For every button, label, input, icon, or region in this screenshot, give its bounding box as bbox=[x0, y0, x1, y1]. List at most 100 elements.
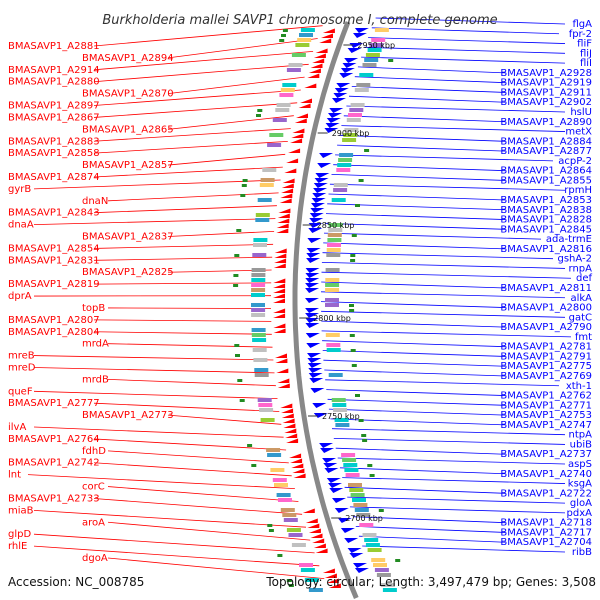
category-block bbox=[272, 118, 287, 122]
kbp-tick-label: 2700 kbp bbox=[345, 514, 383, 523]
leader-line-left bbox=[93, 462, 292, 477]
reverse-gene-arrow bbox=[353, 563, 367, 568]
gene-label-right: flgA bbox=[573, 19, 593, 30]
gene-label-right: BMASAVP1_A2762 bbox=[500, 391, 592, 402]
category-block bbox=[346, 118, 361, 122]
category-block bbox=[255, 213, 270, 217]
forward-gene-arrow bbox=[285, 433, 298, 438]
leader-line-right bbox=[344, 486, 506, 494]
leader-line-left bbox=[167, 153, 286, 166]
leader-line-right bbox=[362, 545, 566, 553]
leader-line-left bbox=[93, 243, 274, 249]
leader-line-right bbox=[371, 27, 560, 35]
gene-label-left: BMASAVP1_A2837 bbox=[82, 232, 174, 243]
category-block bbox=[374, 28, 389, 32]
accession-text: Accession: NC_008785 bbox=[8, 575, 144, 589]
category-block bbox=[333, 183, 348, 187]
forward-gene-arrow bbox=[281, 408, 294, 413]
category-block bbox=[371, 558, 386, 562]
gene-label-left: dgoA bbox=[82, 553, 108, 564]
leader-line-left bbox=[167, 115, 294, 130]
reverse-gene-arrow bbox=[349, 553, 364, 558]
reverse-gene-arrow bbox=[332, 98, 346, 103]
rna-feature bbox=[355, 394, 360, 397]
category-block bbox=[336, 168, 351, 172]
gene-label-right: hslU bbox=[570, 107, 592, 118]
leader-line-right bbox=[346, 105, 566, 113]
category-block bbox=[373, 563, 387, 567]
rna-feature bbox=[239, 399, 245, 402]
kbp-tick-label: 2900 kbp bbox=[332, 129, 370, 138]
gene-label-left: BMASAVP1_A2867 bbox=[8, 112, 100, 123]
gene-label-right: BMASAVP1_A2781 bbox=[500, 342, 592, 353]
gene-label-left: dnaN bbox=[82, 196, 108, 207]
leader-line-right bbox=[335, 447, 506, 455]
leader-line-right bbox=[349, 506, 566, 514]
forward-gene-arrow bbox=[328, 583, 341, 588]
leader-line-left bbox=[33, 179, 281, 190]
leader-line-right bbox=[364, 46, 566, 54]
rna-feature bbox=[288, 584, 294, 587]
category-block bbox=[334, 418, 349, 422]
reverse-gene-arrow bbox=[306, 248, 321, 253]
map-title: Burkholderia mallei SAVP1 chromosome I, … bbox=[102, 13, 497, 28]
gene-label-right: BMASAVP1_A2919 bbox=[500, 78, 592, 89]
leader-line-right bbox=[351, 86, 506, 93]
gene-label-left: BMASAVP1_A2870 bbox=[82, 89, 174, 100]
gene-label-right: BMASAVP1_A2718 bbox=[500, 518, 592, 529]
forward-gene-arrow bbox=[300, 98, 312, 103]
reverse-gene-arrow bbox=[324, 468, 339, 473]
category-block bbox=[371, 38, 386, 42]
category-block bbox=[282, 83, 297, 87]
gene-label-right: BMASAVP1_A2704 bbox=[500, 537, 592, 548]
reverse-gene-arrow bbox=[309, 218, 324, 223]
gene-label-left: aroA bbox=[82, 517, 105, 528]
category-block bbox=[260, 178, 275, 182]
gene-label-left: dprA bbox=[8, 291, 32, 302]
category-block bbox=[327, 243, 341, 247]
reverse-gene-arrow bbox=[315, 173, 330, 178]
leader-line-right bbox=[352, 516, 506, 524]
reverse-gene-arrow bbox=[334, 508, 349, 513]
gene-label-right: pdxA bbox=[567, 508, 593, 519]
rna-feature bbox=[355, 204, 360, 207]
rna-feature bbox=[350, 259, 356, 262]
category-block bbox=[350, 493, 365, 497]
leader-line-right bbox=[323, 242, 506, 250]
kbp-tick-label: 2950 kbp bbox=[357, 41, 395, 50]
leader-line-left bbox=[167, 38, 318, 59]
category-block bbox=[253, 243, 267, 247]
gene-label-right: BMASAVP1_A2775 bbox=[500, 361, 592, 372]
category-block bbox=[259, 408, 274, 412]
gene-label-left: BMASAVP1_A2807 bbox=[8, 315, 100, 326]
forward-gene-arrow bbox=[292, 468, 305, 473]
leader-line-left bbox=[93, 438, 287, 451]
category-block bbox=[280, 88, 295, 92]
rna-feature bbox=[395, 559, 401, 562]
forward-gene-arrow bbox=[310, 533, 323, 538]
rna-feature bbox=[350, 254, 356, 257]
category-block bbox=[331, 398, 346, 402]
reverse-gene-arrow bbox=[317, 163, 332, 168]
leader-line-right bbox=[333, 438, 566, 445]
rna-feature bbox=[256, 114, 261, 117]
forward-gene-arrow bbox=[315, 548, 328, 553]
category-block bbox=[297, 38, 312, 42]
reverse-gene-arrow bbox=[305, 323, 320, 328]
forward-gene-arrow bbox=[273, 323, 286, 328]
reverse-gene-arrow bbox=[311, 198, 326, 203]
leader-line-left bbox=[93, 282, 272, 285]
reverse-gene-arrow bbox=[325, 123, 340, 128]
kbp-tick-label: 2750 kbp bbox=[322, 412, 360, 421]
category-block bbox=[352, 498, 366, 502]
kbp-tick-label: 2850 kbp bbox=[317, 221, 355, 230]
category-block bbox=[252, 253, 267, 257]
gene-label-right: ntpA bbox=[569, 430, 593, 441]
category-block bbox=[272, 478, 287, 482]
forward-gene-arrow bbox=[277, 218, 290, 223]
category-block bbox=[262, 168, 277, 172]
leader-line-left bbox=[167, 231, 275, 237]
rna-feature bbox=[234, 254, 240, 257]
leader-line-right bbox=[324, 222, 506, 230]
gene-label-left: ilvA bbox=[8, 422, 26, 433]
